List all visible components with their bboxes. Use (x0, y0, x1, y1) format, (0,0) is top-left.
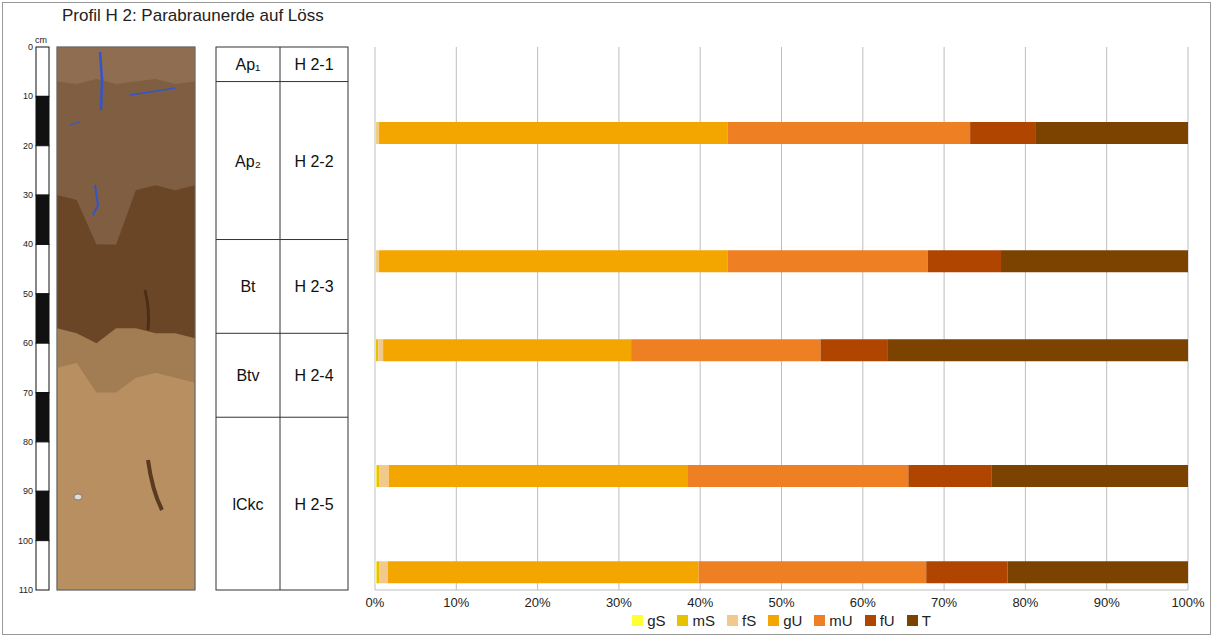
html-text:gU: gU (783, 612, 803, 629)
svg-text:Bt: Bt (240, 278, 256, 295)
svg-text:50: 50 (23, 289, 33, 299)
svg-text:Btv: Btv (236, 367, 259, 384)
svg-text:110: 110 (19, 585, 33, 595)
svg-text:20%: 20% (525, 595, 551, 610)
svg-text:30%: 30% (606, 595, 632, 610)
html-text:T: T (921, 612, 931, 629)
svg-text:60%: 60% (850, 595, 876, 610)
svg-text:H 2-3: H 2-3 (294, 278, 333, 295)
html-text:Profil H 2: Parabraunerde auf: Profil H 2: Parabraunerde auf Löss (62, 6, 324, 25)
svg-text:H 2-4: H 2-4 (294, 367, 333, 384)
svg-text:0%: 0% (366, 595, 385, 610)
svg-text:80%: 80% (1012, 595, 1038, 610)
html-text:fS: fS (742, 612, 757, 629)
svg-text:0: 0 (28, 42, 33, 52)
svg-text:70: 70 (23, 388, 33, 398)
svg-text:20: 20 (23, 141, 33, 151)
html-text:mU: mU (829, 612, 853, 629)
svg-text:30: 30 (23, 190, 33, 200)
svg-text:70%: 70% (931, 595, 957, 610)
svg-text:H 2-1: H 2-1 (294, 56, 333, 73)
svg-text:cm: cm (35, 35, 47, 45)
html-text:mS: mS (692, 612, 715, 629)
html-text:fU: fU (879, 612, 895, 629)
svg-text:H 2-5: H 2-5 (294, 496, 333, 513)
svg-text:90%: 90% (1094, 595, 1120, 610)
svg-text:90: 90 (23, 486, 33, 496)
svg-text:10%: 10% (443, 595, 469, 610)
svg-text:40%: 40% (687, 595, 713, 610)
svg-text:lCkc: lCkc (232, 496, 263, 513)
html-text:gS: gS (647, 612, 666, 629)
svg-text:Ap₁: Ap₁ (236, 56, 261, 73)
svg-text:10: 10 (23, 91, 33, 101)
svg-text:Ap₂: Ap₂ (235, 153, 261, 170)
svg-text:100: 100 (18, 536, 33, 546)
svg-text:50%: 50% (768, 595, 794, 610)
svg-text:40: 40 (23, 239, 33, 249)
svg-text:80: 80 (23, 437, 33, 447)
svg-text:H 2-2: H 2-2 (294, 153, 333, 170)
svg-text:60: 60 (23, 338, 33, 348)
svg-text:100%: 100% (1171, 595, 1205, 610)
